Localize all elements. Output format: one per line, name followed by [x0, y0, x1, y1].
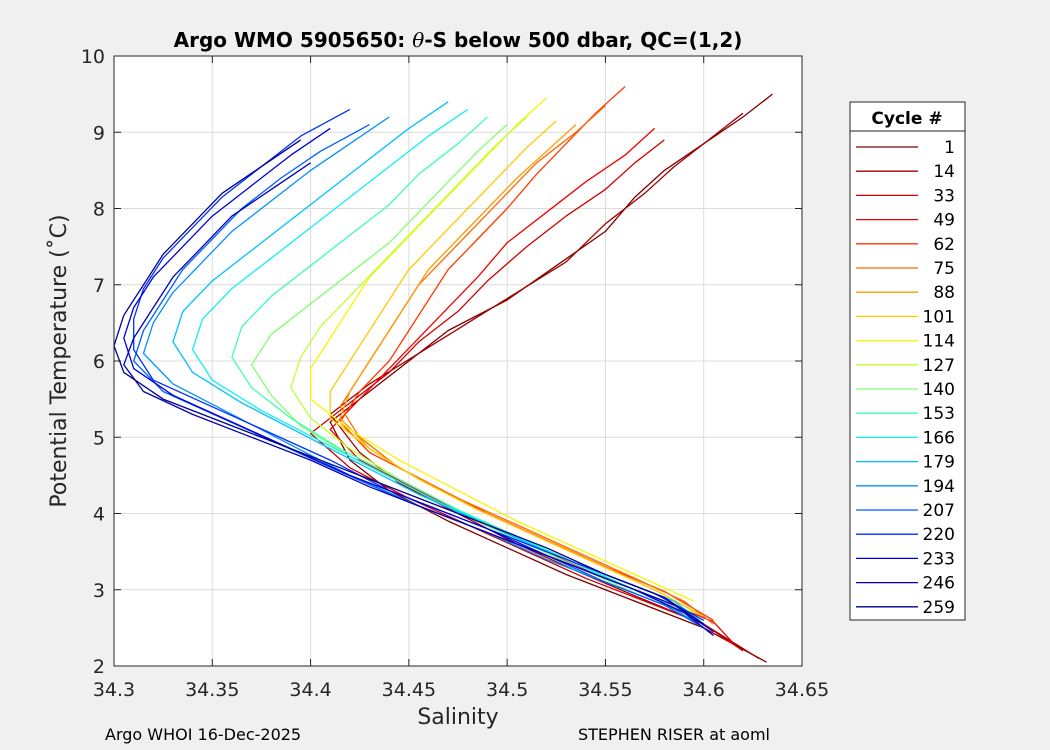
legend-label: 259	[923, 598, 955, 618]
legend-label: 33	[933, 186, 955, 206]
legend-label: 1	[944, 138, 955, 158]
x-tick-label: 34.3	[93, 679, 135, 701]
legend-label: 49	[933, 211, 955, 231]
legend: Cycle # 11433496275881011141271401531661…	[849, 101, 966, 621]
y-tick-label: 7	[93, 275, 105, 297]
x-tick-label: 34.6	[683, 679, 725, 701]
footer-right-credit: STEPHEN RISER at aoml	[578, 725, 770, 744]
legend-label: 101	[923, 307, 955, 327]
legend-label: 140	[923, 380, 955, 400]
x-tick-label: 34.55	[578, 679, 632, 701]
y-tick-label: 6	[93, 351, 105, 373]
y-tick-label: 10	[81, 46, 105, 68]
legend-entries: 1143349627588101114127140153166179194207…	[856, 138, 955, 618]
chart-title-theta: θ	[412, 28, 424, 52]
data-lines	[113, 86, 773, 663]
y-axis-ticks: 2 3 4 5 6 7 8 9 10	[81, 46, 802, 678]
x-tick-label: 34.45	[382, 679, 436, 701]
series-line-cycle-33	[309, 139, 744, 652]
y-tick-label: 3	[93, 580, 105, 602]
legend-label: 153	[923, 404, 955, 424]
series-line-cycle-259	[113, 139, 705, 625]
x-tick-label: 34.35	[185, 679, 239, 701]
legend-label: 179	[923, 453, 955, 473]
series-line-cycle-246	[123, 162, 714, 637]
x-axis-label: Salinity	[417, 705, 498, 730]
chart-title-suffix: -S below 500 dbar, QC=(1,2)	[424, 28, 742, 52]
y-tick-label: 9	[93, 122, 105, 144]
series-line-cycle-114	[309, 97, 695, 602]
chart-title-prefix: Argo WMO 5905650:	[174, 28, 413, 52]
y-axis-label: Potential Temperature (˚C)	[47, 214, 72, 507]
legend-label: 233	[923, 549, 955, 569]
y-tick-label: 8	[93, 199, 105, 221]
x-tick-label: 34.4	[289, 679, 331, 701]
legend-label: 246	[923, 574, 955, 594]
legend-label: 194	[923, 477, 955, 497]
x-tick-label: 34.5	[486, 679, 528, 701]
series-line-cycle-220	[133, 108, 705, 621]
legend-label: 88	[933, 283, 955, 303]
legend-label: 127	[923, 356, 955, 376]
legend-label: 220	[923, 525, 955, 545]
y-tick-label: 2	[93, 656, 105, 678]
legend-label: 166	[923, 428, 955, 448]
y-tick-label: 4	[93, 504, 105, 526]
y-tick-label: 5	[93, 427, 105, 449]
x-axis-ticks: 34.3 34.35 34.4 34.45 34.5 34.55 34.6 34.65	[93, 56, 829, 701]
legend-label: 14	[933, 162, 955, 182]
x-tick-label: 34.65	[775, 679, 829, 701]
legend-label: 75	[933, 259, 955, 279]
grid-lines	[113, 55, 803, 667]
series-line-cycle-1	[329, 93, 773, 663]
footer-left-credit: Argo WHOI 16-Dec-2025	[105, 725, 302, 744]
series-line-cycle-101	[329, 120, 705, 617]
chart-title: Argo WMO 5905650: θ-S below 500 dbar, QC…	[174, 28, 743, 52]
legend-label: 207	[923, 501, 955, 521]
legend-label: 114	[923, 332, 955, 352]
legend-title: Cycle #	[871, 109, 942, 129]
legend-label: 62	[933, 235, 955, 255]
series-line-cycle-194	[142, 116, 705, 629]
